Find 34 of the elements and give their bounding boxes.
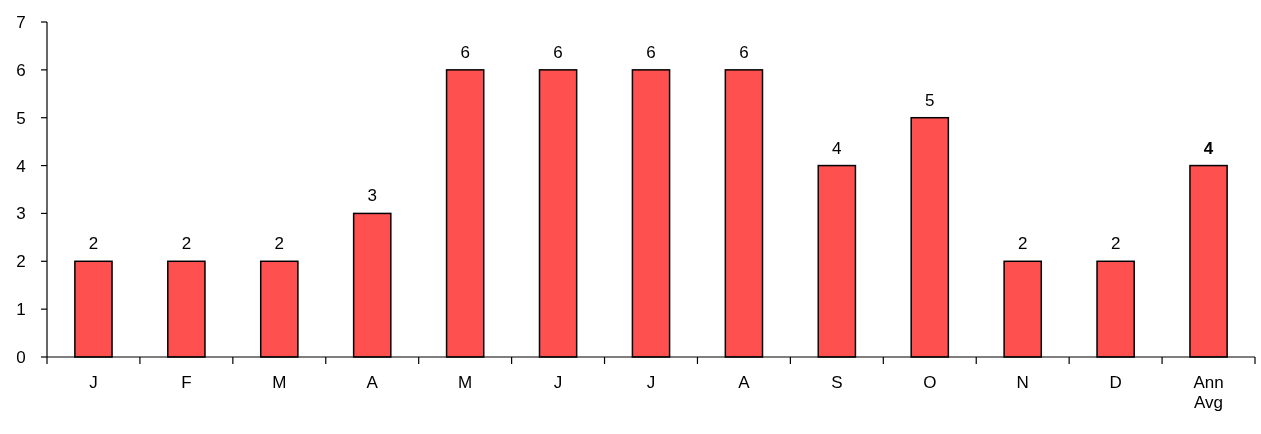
x-tick-label: J	[89, 373, 98, 392]
data-label: 4	[832, 138, 842, 158]
y-tick-label: 1	[16, 300, 26, 320]
y-tick-label: 6	[16, 60, 26, 80]
y-tick-label: 5	[16, 108, 26, 128]
x-tick-label: A	[366, 373, 379, 392]
x-tick-label: J	[646, 373, 656, 392]
data-label: 5	[925, 90, 935, 110]
y-tick-label: 3	[16, 204, 26, 224]
y-tick-label: 4	[16, 156, 26, 176]
x-tick-label: N	[1016, 373, 1029, 392]
x-tick-label: D	[1109, 373, 1122, 392]
y-tick-label: 2	[16, 252, 26, 272]
data-label: 2	[274, 234, 285, 254]
data-label: 2	[181, 234, 192, 254]
data-label: 6	[646, 42, 656, 62]
data-label: 3	[367, 186, 377, 206]
x-tick-label: J	[553, 373, 563, 392]
data-label: 6	[460, 42, 470, 62]
x-tick-label: M	[458, 373, 473, 392]
x-tick-label: O	[923, 373, 937, 392]
y-tick-label: 0	[16, 347, 26, 367]
y-tick-label: 7	[16, 12, 26, 32]
x-tick-label: M	[272, 373, 287, 392]
data-label: 4	[1203, 138, 1214, 158]
x-tick-label: Ann Avg	[1193, 373, 1224, 412]
data-label: 6	[739, 42, 749, 62]
data-label: 6	[553, 42, 563, 62]
x-tick-label: F	[181, 373, 192, 392]
data-label: 2	[88, 234, 99, 254]
x-tick-label: A	[738, 373, 751, 392]
x-tick-label: S	[831, 373, 843, 392]
data-label: 2	[1110, 234, 1121, 254]
data-label: 2	[1017, 234, 1028, 254]
